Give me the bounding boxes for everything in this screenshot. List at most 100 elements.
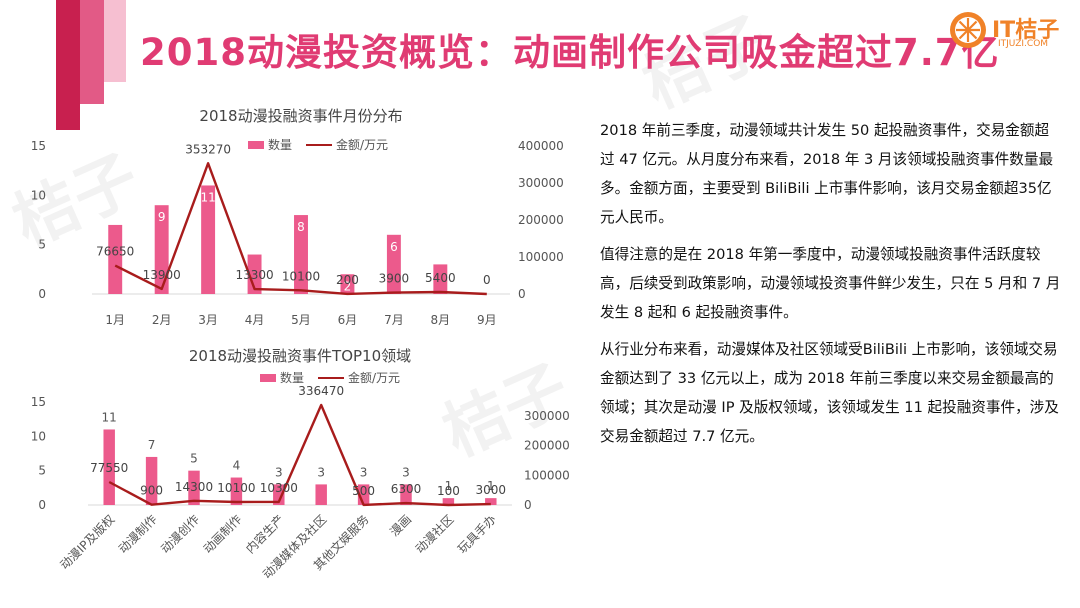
category-label: 8月	[431, 313, 451, 327]
itjuzi-logo: IT桔子 ITJUZI.COM	[948, 10, 1076, 52]
right-axis-tick: 300000	[524, 409, 570, 423]
summary-paragraph: 2018 年前三季度，动漫领域共计发生 50 起投融资事件，交易金额超过 47 …	[600, 122, 1054, 226]
summary-paragraph: 值得注意的是在 2018 年第一季度中，动漫领域投融资事件活跃度较高，后续受到政…	[600, 246, 1061, 321]
right-axis-tick: 100000	[524, 468, 570, 482]
line-value-label: 3000	[476, 483, 507, 497]
bar-value-label: 5	[190, 452, 198, 466]
bar-value-label: 11	[200, 190, 215, 204]
bar-value-label: 7	[148, 438, 156, 452]
line-value-label: 76650	[96, 245, 134, 259]
right-axis-tick: 200000	[518, 213, 564, 227]
category-label: 1月	[105, 313, 125, 327]
right-axis-tick: 300000	[518, 176, 564, 190]
left-axis-tick: 0	[38, 287, 46, 301]
category-label: 动漫创作	[158, 512, 202, 556]
bar-value-label: 1	[487, 479, 495, 493]
bar-6	[315, 484, 327, 505]
legend-label-amount: 金额/万元	[336, 137, 388, 152]
category-label: 动漫制作	[116, 512, 160, 556]
bar-value-label: 6	[390, 240, 398, 254]
page-title: 2018动漫投资概览：动画制作公司吸金超过7.7亿	[140, 31, 1000, 74]
legend-swatch-count	[248, 141, 264, 149]
logo-subtext: ITJUZI.COM	[998, 39, 1049, 49]
bar-value-label: 3	[275, 465, 283, 479]
category-label: 漫画	[387, 512, 414, 539]
chart-title: 2018动漫投融资事件月份分布	[199, 107, 402, 125]
bar-5	[294, 215, 308, 294]
bar-2	[145, 456, 158, 505]
left-axis-tick: 10	[31, 188, 46, 202]
decor-bar-dark	[56, 0, 80, 130]
bar-8	[400, 484, 412, 505]
line-value-label: 500	[352, 484, 375, 498]
bar-value-label: 2	[344, 279, 352, 293]
left-axis-tick: 5	[38, 464, 46, 478]
bar-7	[386, 234, 401, 294]
category-label: 7月	[384, 313, 404, 327]
amount-line	[108, 403, 491, 507]
summary-paragraph: 从行业分布来看，动漫媒体及社区领域受BiliBili 上市影响，该领域交易金额达…	[600, 341, 1059, 445]
bar-value-label: 9	[158, 210, 166, 224]
bar-6	[340, 274, 355, 294]
bar-value-label: 8	[297, 220, 305, 234]
right-axis-tick: 0	[518, 287, 526, 301]
left-axis-tick: 5	[38, 238, 46, 252]
bar-3	[201, 185, 216, 294]
category-label: 5月	[291, 313, 311, 327]
legend-label-count: 数量	[280, 370, 304, 385]
right-axis-tick: 100000	[518, 250, 564, 264]
left-axis-tick: 15	[31, 395, 46, 409]
line-value-label: 0	[483, 273, 491, 287]
line-value-label: 77550	[90, 461, 128, 475]
right-axis-tick: 400000	[518, 139, 564, 153]
bar-value-label: 3	[360, 465, 368, 479]
bar-10	[485, 498, 497, 505]
left-axis-tick: 0	[38, 498, 46, 512]
decor-bar-mid	[80, 0, 104, 104]
category-label: 动漫IP及版权	[57, 512, 117, 572]
bar-1	[103, 429, 115, 505]
line-value-label: 353270	[185, 142, 231, 156]
line-value-label: 13300	[235, 268, 273, 282]
bar-4	[247, 254, 262, 294]
line-value-label: 14300	[175, 480, 213, 494]
category-label: 9月	[477, 313, 497, 327]
bar-5	[273, 484, 285, 505]
category-label: 2月	[152, 313, 172, 327]
category-label: 3月	[198, 313, 218, 327]
orange-slice-icon	[950, 12, 986, 48]
bar-value-label: 11	[102, 410, 117, 424]
line-value-label: 5400	[425, 271, 456, 285]
bar-value-label: 3	[317, 465, 325, 479]
line-value-label: 10100	[282, 269, 320, 283]
category-label: 动漫社区	[412, 512, 457, 557]
bar-value-label: 1	[445, 479, 453, 493]
bar-1	[108, 224, 123, 294]
category-label: 4月	[245, 313, 265, 327]
legend-swatch-count	[260, 374, 276, 382]
line-value-label: 100	[437, 484, 460, 498]
category-label: 动画制作	[201, 512, 245, 556]
right-axis-tick: 0	[524, 498, 532, 512]
line-value-label: 900	[140, 484, 163, 498]
bar-4	[230, 477, 243, 505]
decor-bar-light	[104, 0, 126, 82]
line-value-label: 3900	[379, 272, 410, 286]
right-axis-tick: 200000	[524, 439, 570, 453]
bar-7	[357, 484, 370, 505]
bar-8	[433, 264, 448, 294]
amount-line	[114, 162, 487, 296]
bar-9	[442, 498, 455, 505]
line-value-label: 336470	[298, 384, 344, 398]
bar-value-label: 3	[402, 465, 410, 479]
bar-value-label: 4	[233, 459, 241, 473]
line-value-label: 10100	[217, 481, 255, 495]
left-axis-tick: 15	[31, 139, 46, 153]
bar-3	[188, 470, 200, 505]
line-value-label: 13900	[143, 268, 181, 282]
line-value-label: 200	[336, 273, 359, 287]
summary-text: 2018 年前三季度，动漫领域共计发生 50 起投融资事件，交易金额超过 47 …	[600, 116, 1062, 459]
line-value-label: 10300	[260, 481, 298, 495]
